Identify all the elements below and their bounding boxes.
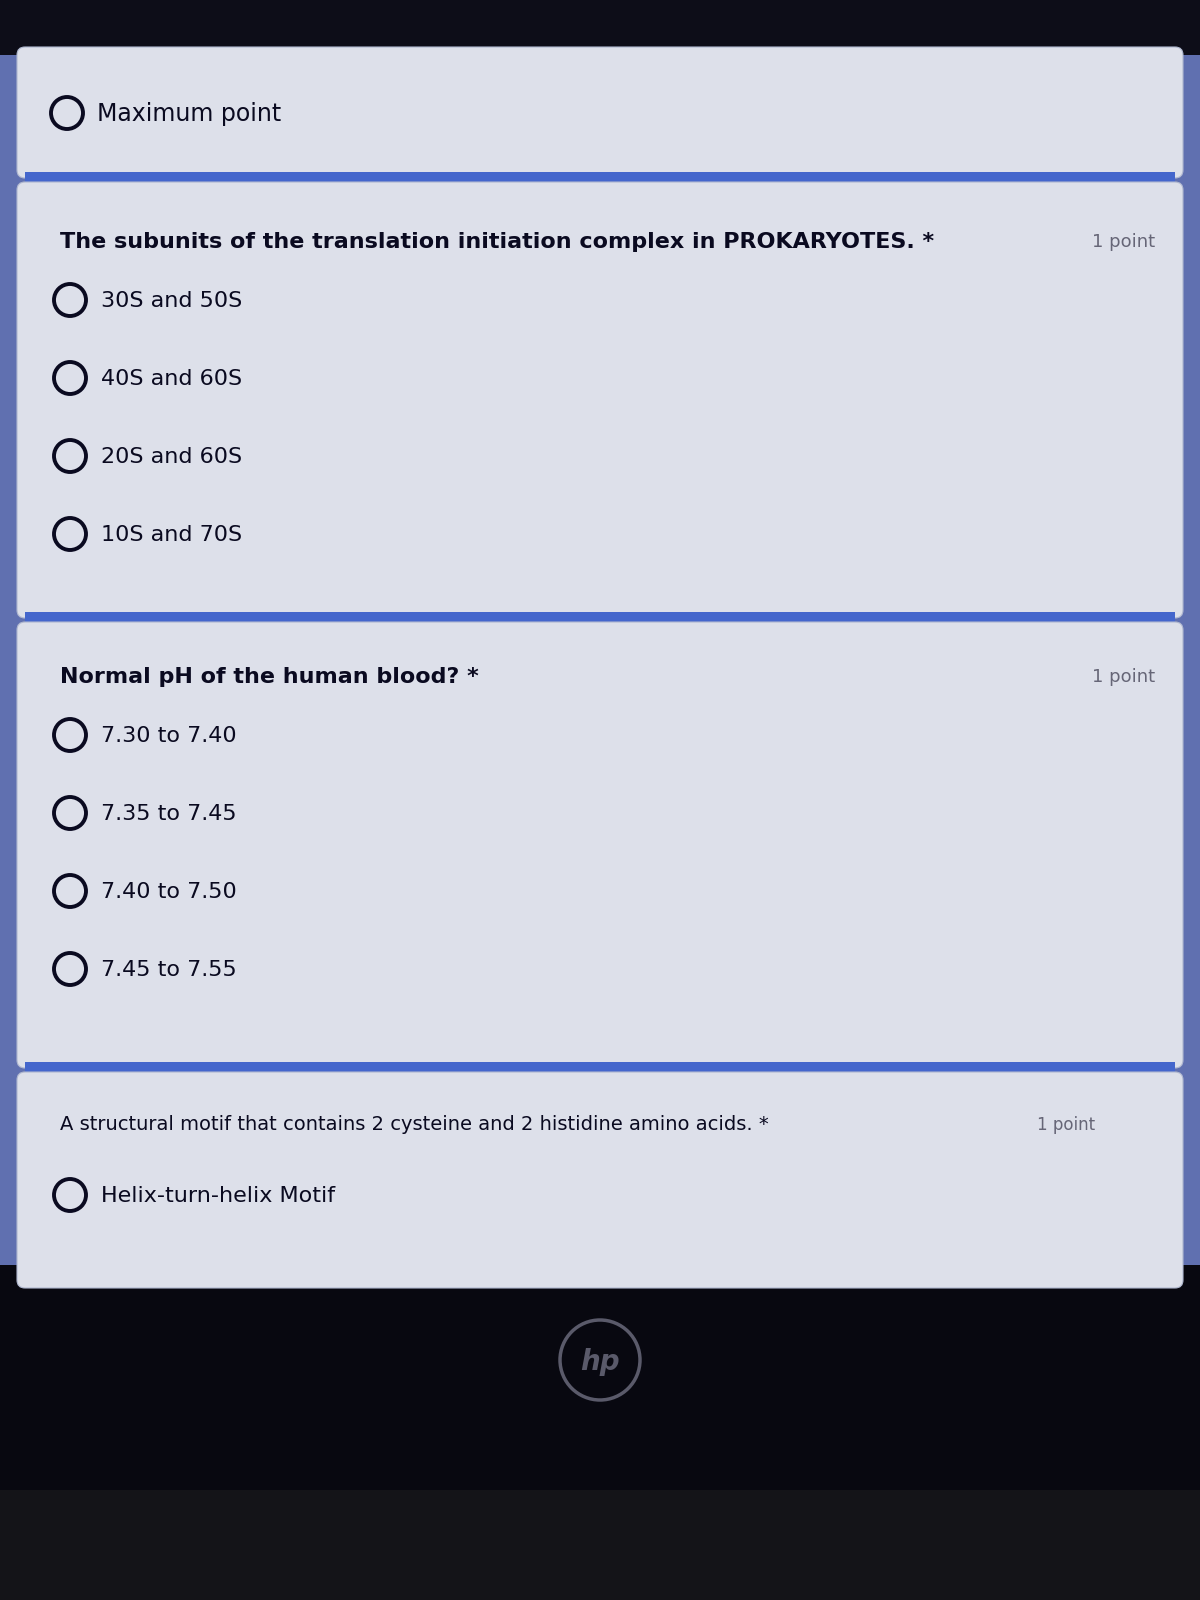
FancyBboxPatch shape [25, 171, 1175, 190]
FancyBboxPatch shape [25, 611, 1175, 630]
Text: 1 point: 1 point [1092, 234, 1154, 251]
FancyBboxPatch shape [0, 1490, 1200, 1600]
FancyBboxPatch shape [17, 622, 1183, 1069]
Text: 7.45 to 7.55: 7.45 to 7.55 [101, 960, 236, 979]
FancyBboxPatch shape [17, 1072, 1183, 1288]
Text: 7.40 to 7.50: 7.40 to 7.50 [101, 882, 236, 902]
FancyBboxPatch shape [17, 182, 1183, 618]
Text: A structural motif that contains 2 cysteine and 2 histidine amino acids. *: A structural motif that contains 2 cyste… [60, 1115, 769, 1134]
FancyBboxPatch shape [0, 1266, 1200, 1501]
Text: 7.30 to 7.40: 7.30 to 7.40 [101, 726, 236, 746]
FancyBboxPatch shape [25, 1062, 1175, 1080]
Text: 40S and 60S: 40S and 60S [101, 370, 242, 389]
Text: 20S and 60S: 20S and 60S [101, 446, 242, 467]
FancyBboxPatch shape [0, 0, 1200, 1266]
Text: Normal pH of the human blood? *: Normal pH of the human blood? * [60, 667, 479, 686]
Text: 7.35 to 7.45: 7.35 to 7.45 [101, 803, 236, 824]
Text: 30S and 50S: 30S and 50S [101, 291, 242, 310]
Text: 1 point: 1 point [1037, 1117, 1096, 1134]
Text: Helix-turn-helix Motif: Helix-turn-helix Motif [101, 1186, 335, 1206]
FancyBboxPatch shape [17, 46, 1183, 178]
Text: hp: hp [580, 1347, 620, 1376]
Text: Maximum point: Maximum point [97, 102, 281, 126]
Text: The subunits of the translation initiation complex in PROKARYOTES. *: The subunits of the translation initiati… [60, 232, 934, 251]
Text: 10S and 70S: 10S and 70S [101, 525, 242, 546]
Text: 1 point: 1 point [1092, 669, 1154, 686]
FancyBboxPatch shape [0, 0, 1200, 54]
